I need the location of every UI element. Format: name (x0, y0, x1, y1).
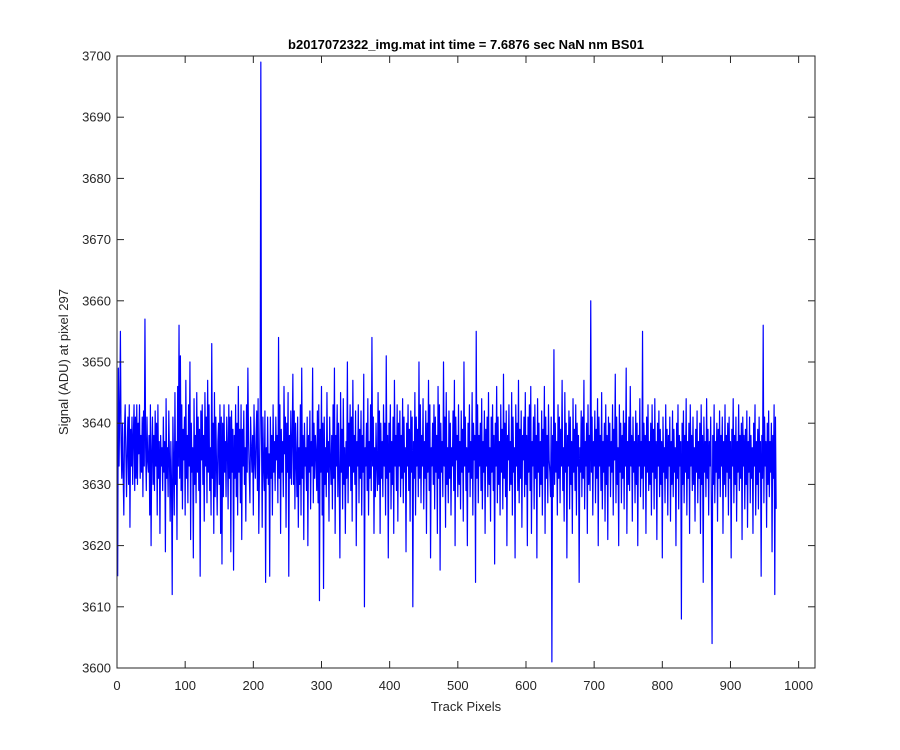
x-tick-label: 400 (379, 678, 401, 693)
y-tick-label: 3640 (82, 416, 111, 431)
x-tick-label: 500 (447, 678, 469, 693)
x-tick-label: 800 (651, 678, 673, 693)
data-layer (117, 61, 777, 663)
y-tick-label: 3630 (82, 477, 111, 492)
y-tick-label: 3690 (82, 110, 111, 125)
x-tick-label: 700 (583, 678, 605, 693)
y-tick-label: 3680 (82, 171, 111, 186)
plot-area (117, 56, 815, 668)
x-tick-label: 0 (113, 678, 120, 693)
axes-layer: 0 100 200 300 400 500 600 700 800 900 1000 3600 3610… (82, 49, 816, 693)
y-tick-label: 3610 (82, 599, 111, 614)
y-tick-label: 3650 (82, 355, 111, 370)
x-tick-label: 200 (242, 678, 264, 693)
x-tick-label: 1000 (784, 678, 813, 693)
y-tick-label: 3660 (82, 293, 111, 308)
x-tick-label: 900 (720, 678, 742, 693)
chart-title: b2017072322_img.mat int time = 7.6876 se… (288, 37, 644, 52)
x-tick-label: 600 (515, 678, 537, 693)
x-tick-label: 300 (311, 678, 333, 693)
y-tick-label: 3700 (82, 49, 111, 64)
signal-series-line (117, 61, 777, 663)
y-tick-label: 3670 (82, 232, 111, 247)
x-tick-label: 100 (174, 678, 196, 693)
y-tick-label: 3600 (82, 661, 111, 676)
y-axis-label: Signal (ADU) at pixel 297 (56, 289, 71, 435)
y-tick-label: 3620 (82, 538, 111, 553)
x-axis-label: Track Pixels (431, 699, 502, 714)
